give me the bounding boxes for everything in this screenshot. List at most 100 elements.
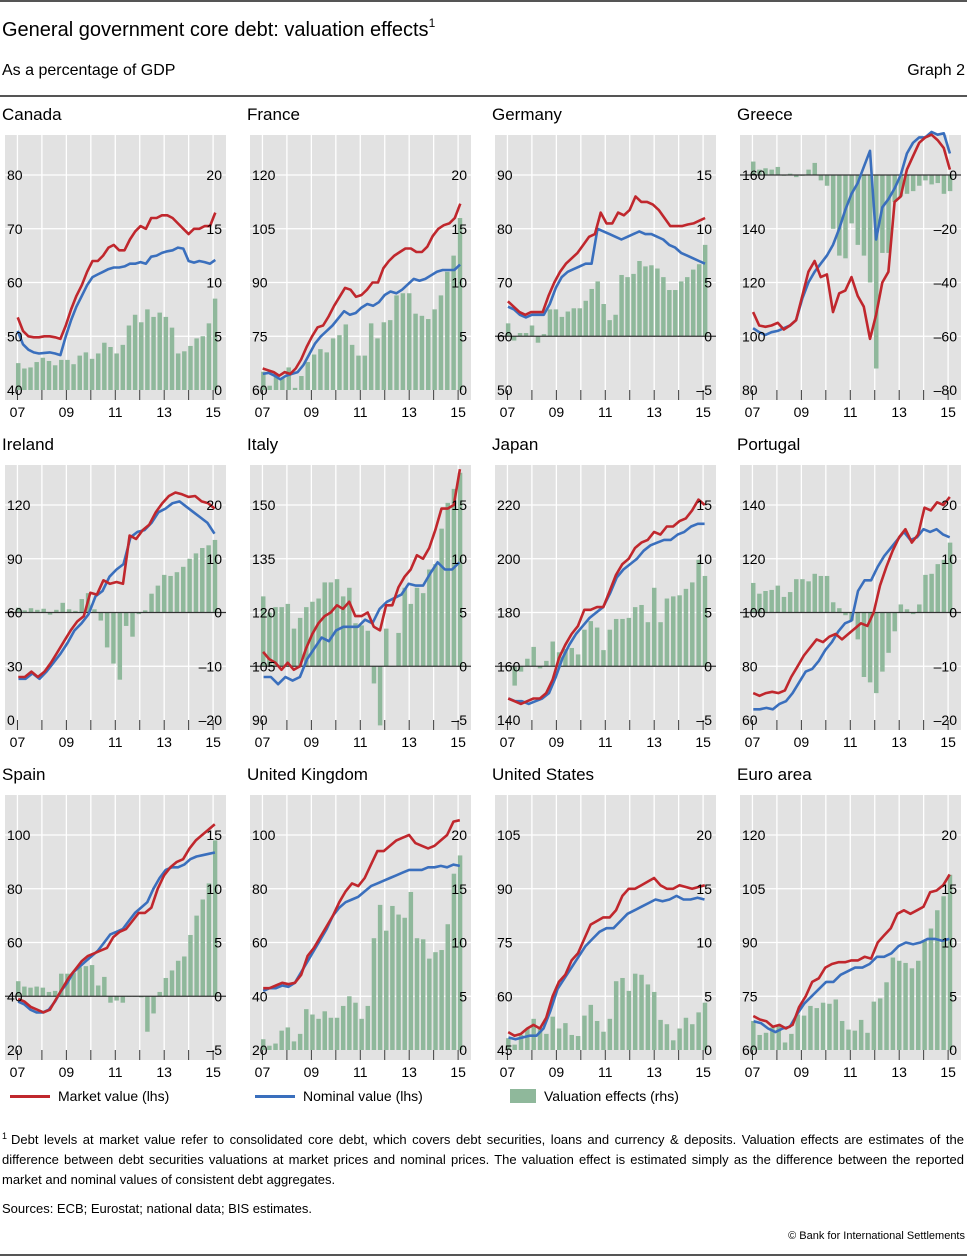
valuation-bar — [601, 1031, 606, 1050]
lhs-tick-label: 70 — [7, 221, 23, 237]
panel-title: Greece — [737, 105, 793, 124]
valuation-bar — [356, 355, 361, 390]
valuation-bar — [285, 1027, 291, 1050]
valuation-bar — [130, 612, 135, 637]
valuation-bar — [594, 627, 600, 667]
valuation-bar — [305, 362, 310, 390]
panel-title: Italy — [247, 435, 279, 454]
valuation-bar — [123, 612, 129, 626]
valuation-bar — [565, 311, 571, 337]
bottom-rule — [0, 1254, 967, 1256]
valuation-bar — [316, 598, 321, 667]
rhs-tick-label: 0 — [949, 605, 957, 621]
valuation-bar — [212, 298, 218, 390]
valuation-bar — [34, 986, 39, 997]
rhs-tick-label: 5 — [704, 988, 712, 1004]
footnote-text: Debt levels at market value refer to con… — [2, 1132, 964, 1187]
valuation-bar — [175, 353, 181, 390]
valuation-bar — [550, 1016, 555, 1050]
valuation-bar — [340, 1005, 346, 1050]
valuation-bar — [445, 271, 450, 390]
lhs-tick-label: 160 — [497, 658, 521, 674]
lhs-tick-label: 135 — [252, 551, 276, 567]
valuation-bar — [279, 607, 284, 667]
legend-item-valuation: Valuation effects (rhs) — [510, 1088, 679, 1104]
valuation-bar — [769, 169, 774, 175]
lhs-tick-label: 160 — [742, 167, 766, 183]
valuation-bar — [673, 290, 678, 337]
valuation-bar — [285, 603, 291, 667]
rhs-tick-label: 10 — [941, 935, 957, 951]
valuation-bar — [318, 349, 323, 390]
rhs-tick-label: –5 — [206, 1042, 222, 1058]
market-value-line — [751, 133, 952, 341]
chart-title-text: General government core debt: valuation … — [2, 19, 429, 41]
x-tick-label: 07 — [255, 734, 271, 750]
valuation-bar — [328, 582, 334, 667]
valuation-bar — [512, 666, 517, 686]
valuation-bar — [775, 166, 781, 175]
valuation-bar — [820, 1002, 826, 1050]
x-tick-label: 13 — [401, 1064, 417, 1080]
valuation-bar — [304, 607, 309, 667]
valuation-bar — [696, 264, 702, 337]
valuation-bar — [671, 596, 676, 667]
valuation-bar — [353, 1002, 358, 1050]
valuation-bar — [120, 996, 126, 1003]
valuation-bar — [651, 587, 657, 667]
valuation-bar — [273, 373, 279, 390]
rhs-tick-label: 10 — [451, 551, 467, 567]
valuation-bar — [304, 1009, 309, 1050]
valuation-bar — [947, 175, 953, 192]
rhs-tick-label: 0 — [704, 328, 712, 344]
valuation-bar — [457, 855, 463, 1050]
panel-chart: 60 80 100 120 140 –20 –10 0 10 20 07 09 11 13 15 — [740, 465, 961, 750]
valuation-bar — [439, 950, 444, 1050]
valuation-bar — [445, 502, 451, 667]
valuation-bar — [935, 564, 941, 613]
rhs-tick-label: –5 — [696, 712, 712, 728]
rhs-tick-label: 10 — [206, 881, 222, 897]
nominal-value-line — [18, 500, 216, 681]
valuation-bar — [59, 973, 64, 997]
valuation-bar — [917, 175, 922, 186]
valuation-bar — [273, 607, 278, 667]
lhs-tick-label: 105 — [252, 658, 276, 674]
valuation-bar — [861, 175, 867, 256]
valuation-bar — [52, 365, 58, 390]
valuation-bar — [151, 996, 156, 1014]
panel-portugal: 60 80 100 120 140 –20 –10 0 10 20 07 09 11 13 15 Portug… — [735, 435, 967, 755]
valuation-bar — [200, 899, 206, 997]
rhs-tick-label: 0 — [459, 1042, 467, 1058]
valuation-bar — [34, 362, 39, 390]
x-tick-label: 15 — [450, 1064, 466, 1080]
valuation-bar — [394, 295, 399, 390]
lhs-tick-label: 60 — [252, 935, 268, 951]
valuation-bar — [108, 996, 113, 1003]
valuation-bar — [696, 1012, 701, 1050]
valuation-bar — [347, 996, 352, 1050]
valuation-bar — [588, 621, 594, 667]
rhs-tick-label: 15 — [696, 881, 712, 897]
valuation-bar — [563, 1023, 568, 1050]
x-tick-label: 15 — [450, 734, 466, 750]
valuation-bar — [365, 1005, 371, 1050]
valuation-bar — [406, 293, 412, 390]
valuation-bar — [89, 965, 95, 997]
valuation-bar — [194, 338, 199, 390]
valuation-bar — [898, 175, 904, 197]
market-value-line — [17, 823, 216, 1014]
x-tick-label: 07 — [10, 734, 26, 750]
valuation-bar — [83, 966, 89, 997]
valuation-bar — [104, 612, 110, 648]
x-tick-label: 13 — [891, 734, 907, 750]
valuation-bar — [613, 314, 618, 337]
x-tick-label: 09 — [549, 1064, 565, 1080]
valuation-bar — [613, 981, 619, 1050]
x-tick-label: 15 — [940, 1064, 956, 1080]
x-tick-label: 13 — [156, 1064, 172, 1080]
valuation-bar — [188, 934, 193, 997]
valuation-bar — [114, 996, 119, 1001]
valuation-bar — [661, 277, 666, 337]
valuation-bar — [843, 175, 848, 259]
